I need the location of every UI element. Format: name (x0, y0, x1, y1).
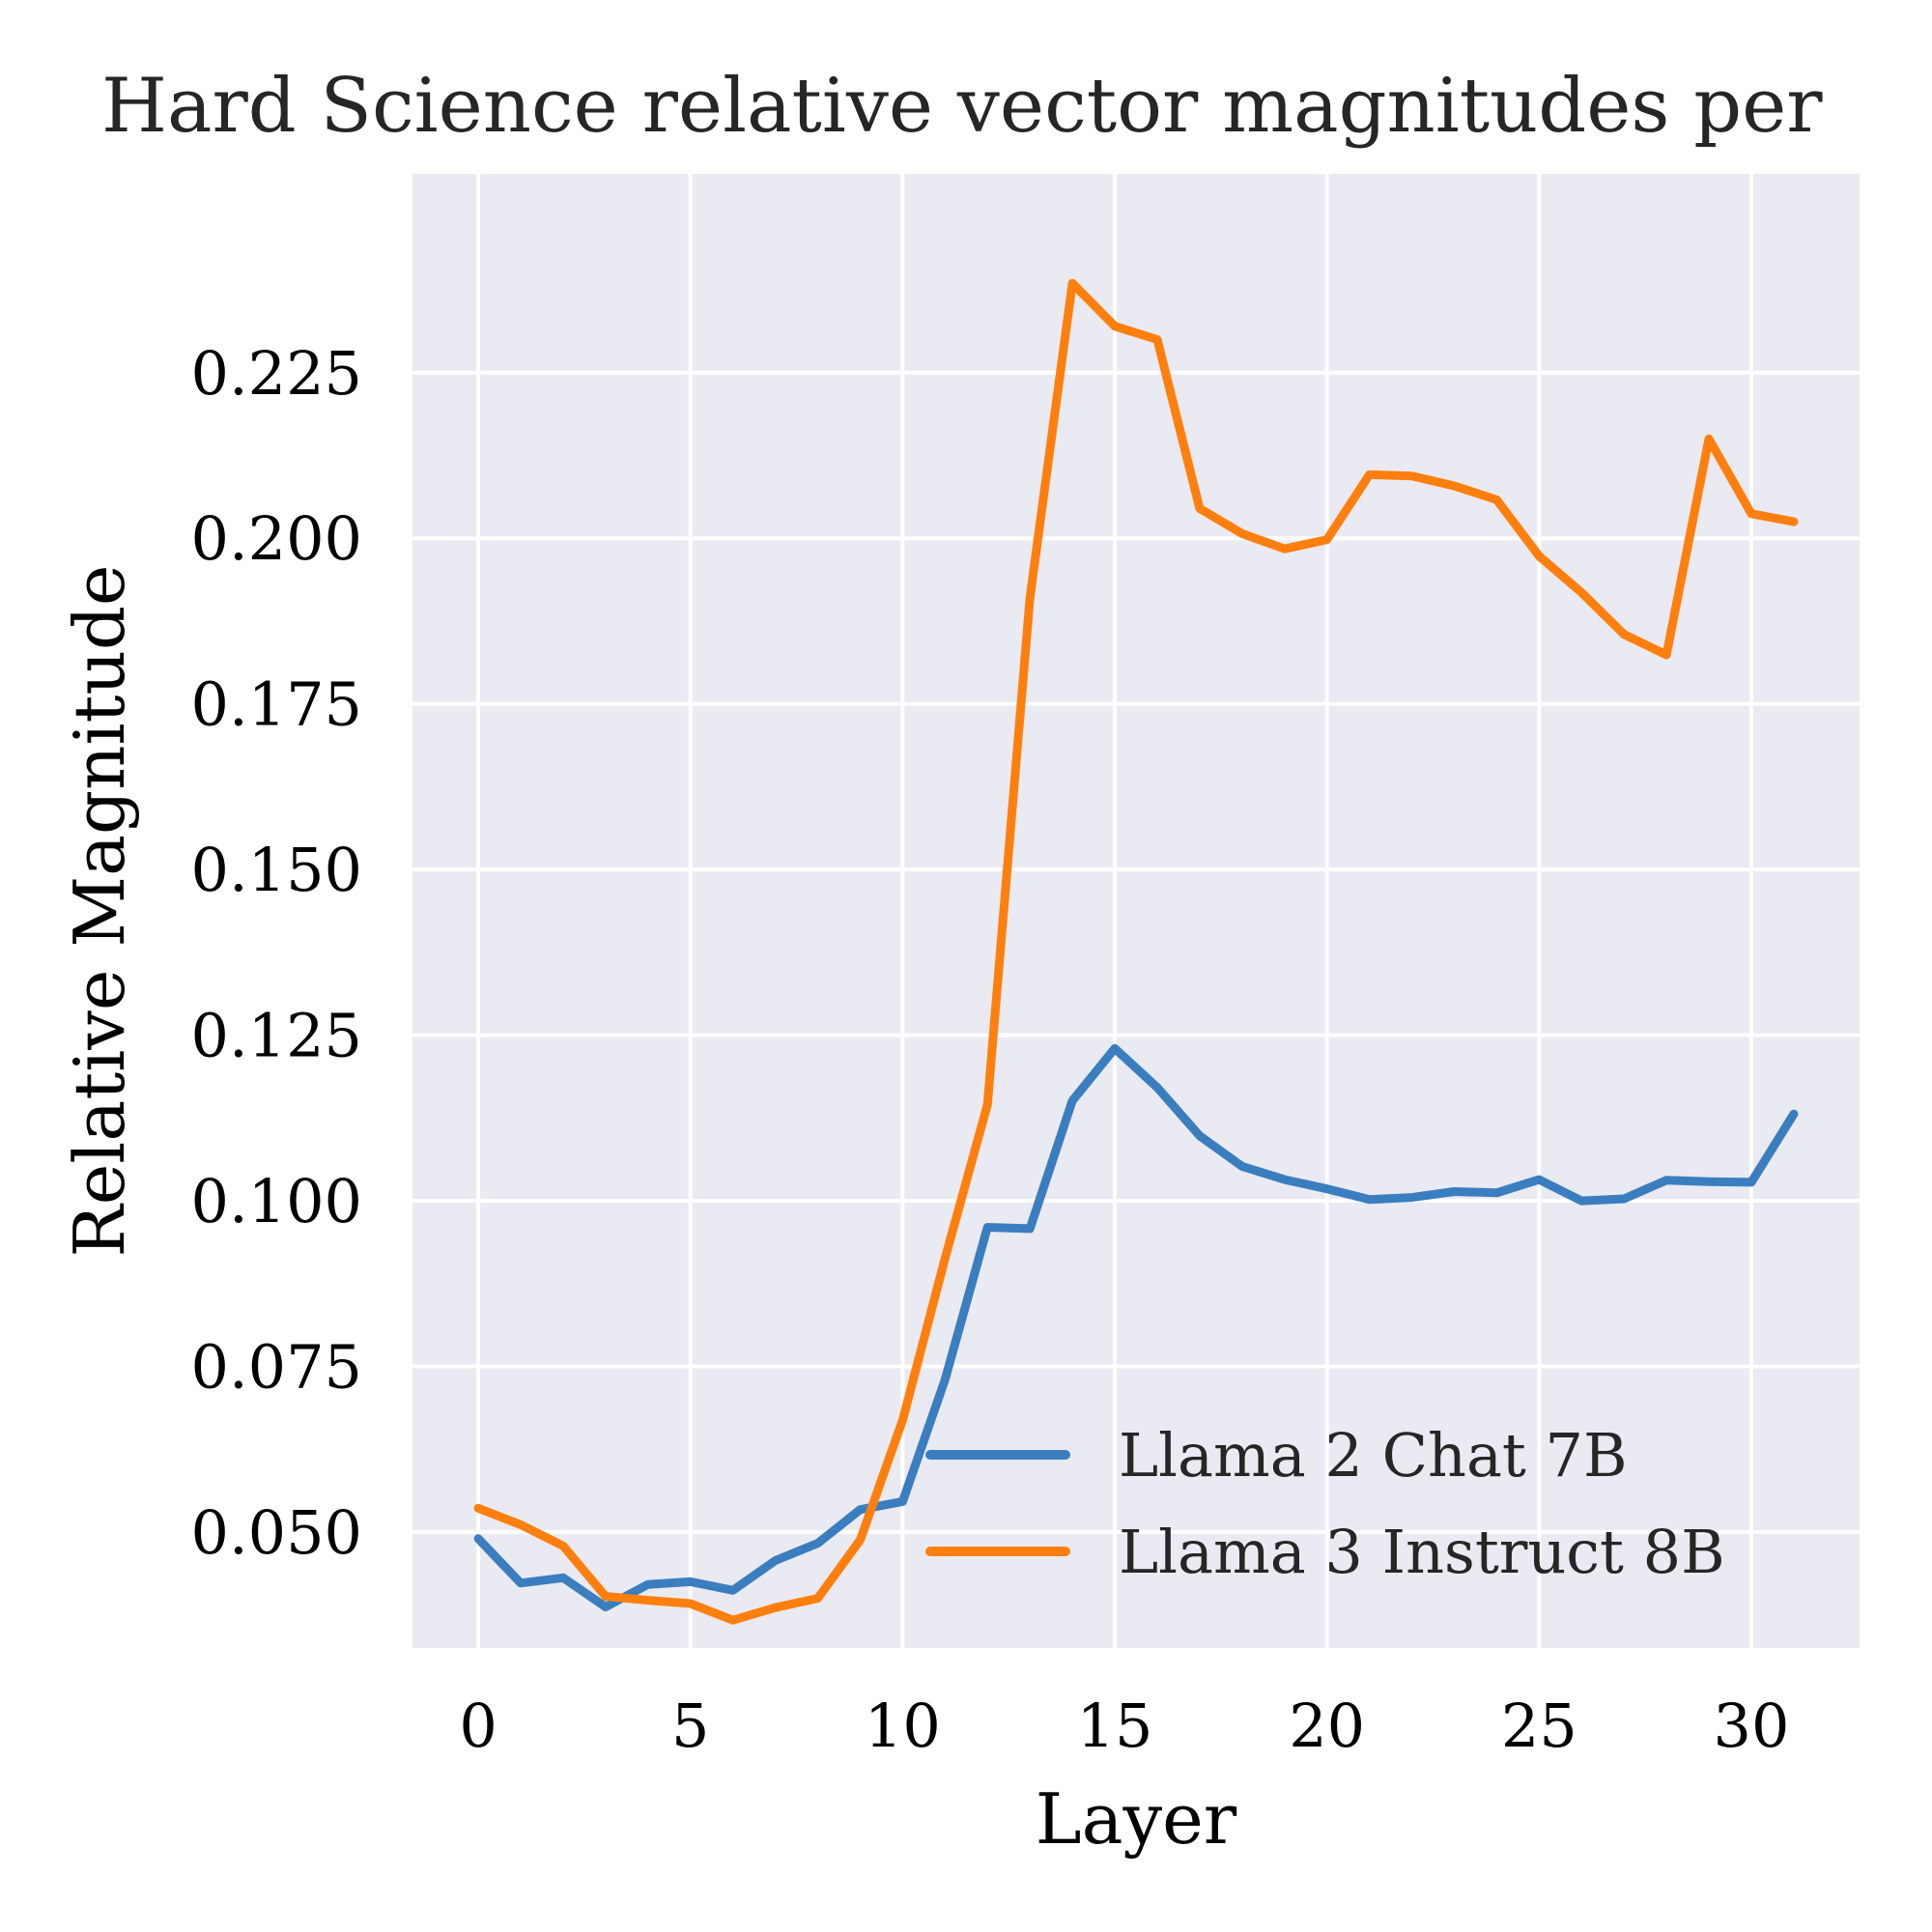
x-tick-label: 0 (459, 1690, 497, 1761)
y-tick-label: 0.225 (191, 338, 363, 409)
x-tick-label: 30 (1714, 1690, 1790, 1761)
y-tick-label: 0.175 (191, 669, 363, 740)
y-tick-label: 0.150 (191, 835, 363, 905)
y-tick-label: 0.100 (191, 1166, 363, 1236)
legend-label-llama-3-instruct-8b: Llama 3 Instruct 8B (1119, 1517, 1725, 1587)
y-axis-label: Relative Magnitude (59, 564, 140, 1257)
x-tick-label: 5 (671, 1690, 709, 1761)
legend-label-llama-2-chat-7b: Llama 2 Chat 7B (1119, 1420, 1628, 1491)
x-tick-label: 25 (1501, 1690, 1577, 1761)
x-tick-label: 10 (865, 1690, 941, 1761)
chart-title: Hard Science relative vector magnitudes … (101, 63, 1823, 150)
y-tick-label: 0.125 (191, 1001, 363, 1071)
y-tick-label: 0.050 (191, 1497, 363, 1568)
x-tick-label: 20 (1289, 1690, 1365, 1761)
x-tick-label: 15 (1077, 1690, 1153, 1761)
x-axis-label: Layer (1036, 1778, 1237, 1860)
y-tick-label: 0.075 (191, 1332, 363, 1403)
y-tick-label: 0.200 (191, 503, 363, 574)
